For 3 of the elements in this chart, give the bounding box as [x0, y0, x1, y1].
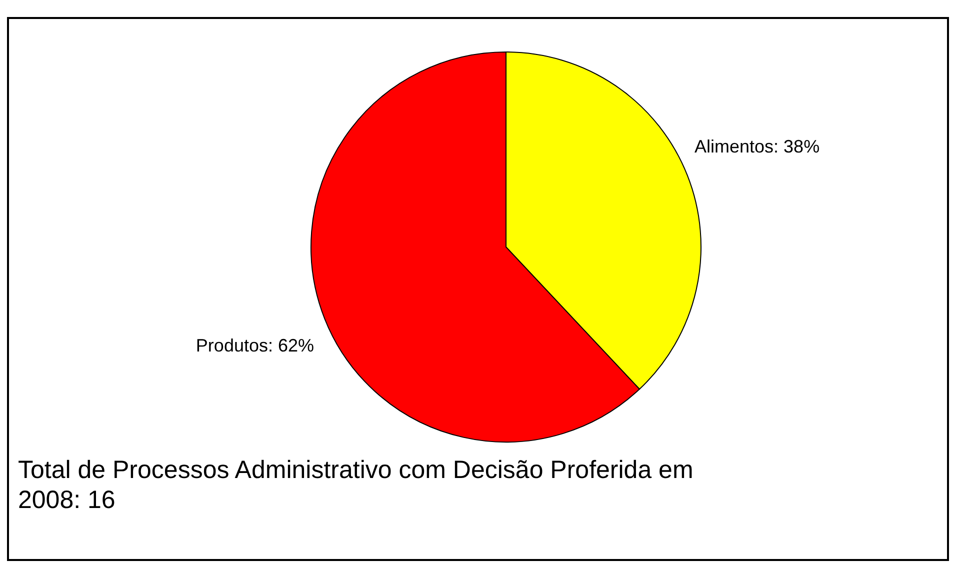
slice-label: Alimentos: 38%: [694, 136, 820, 157]
text: Total de Processos Administrativo com Decisão Proferida em 2008: 16: [18, 456, 694, 514]
slice-label: Produtos: 62%: [196, 335, 314, 356]
